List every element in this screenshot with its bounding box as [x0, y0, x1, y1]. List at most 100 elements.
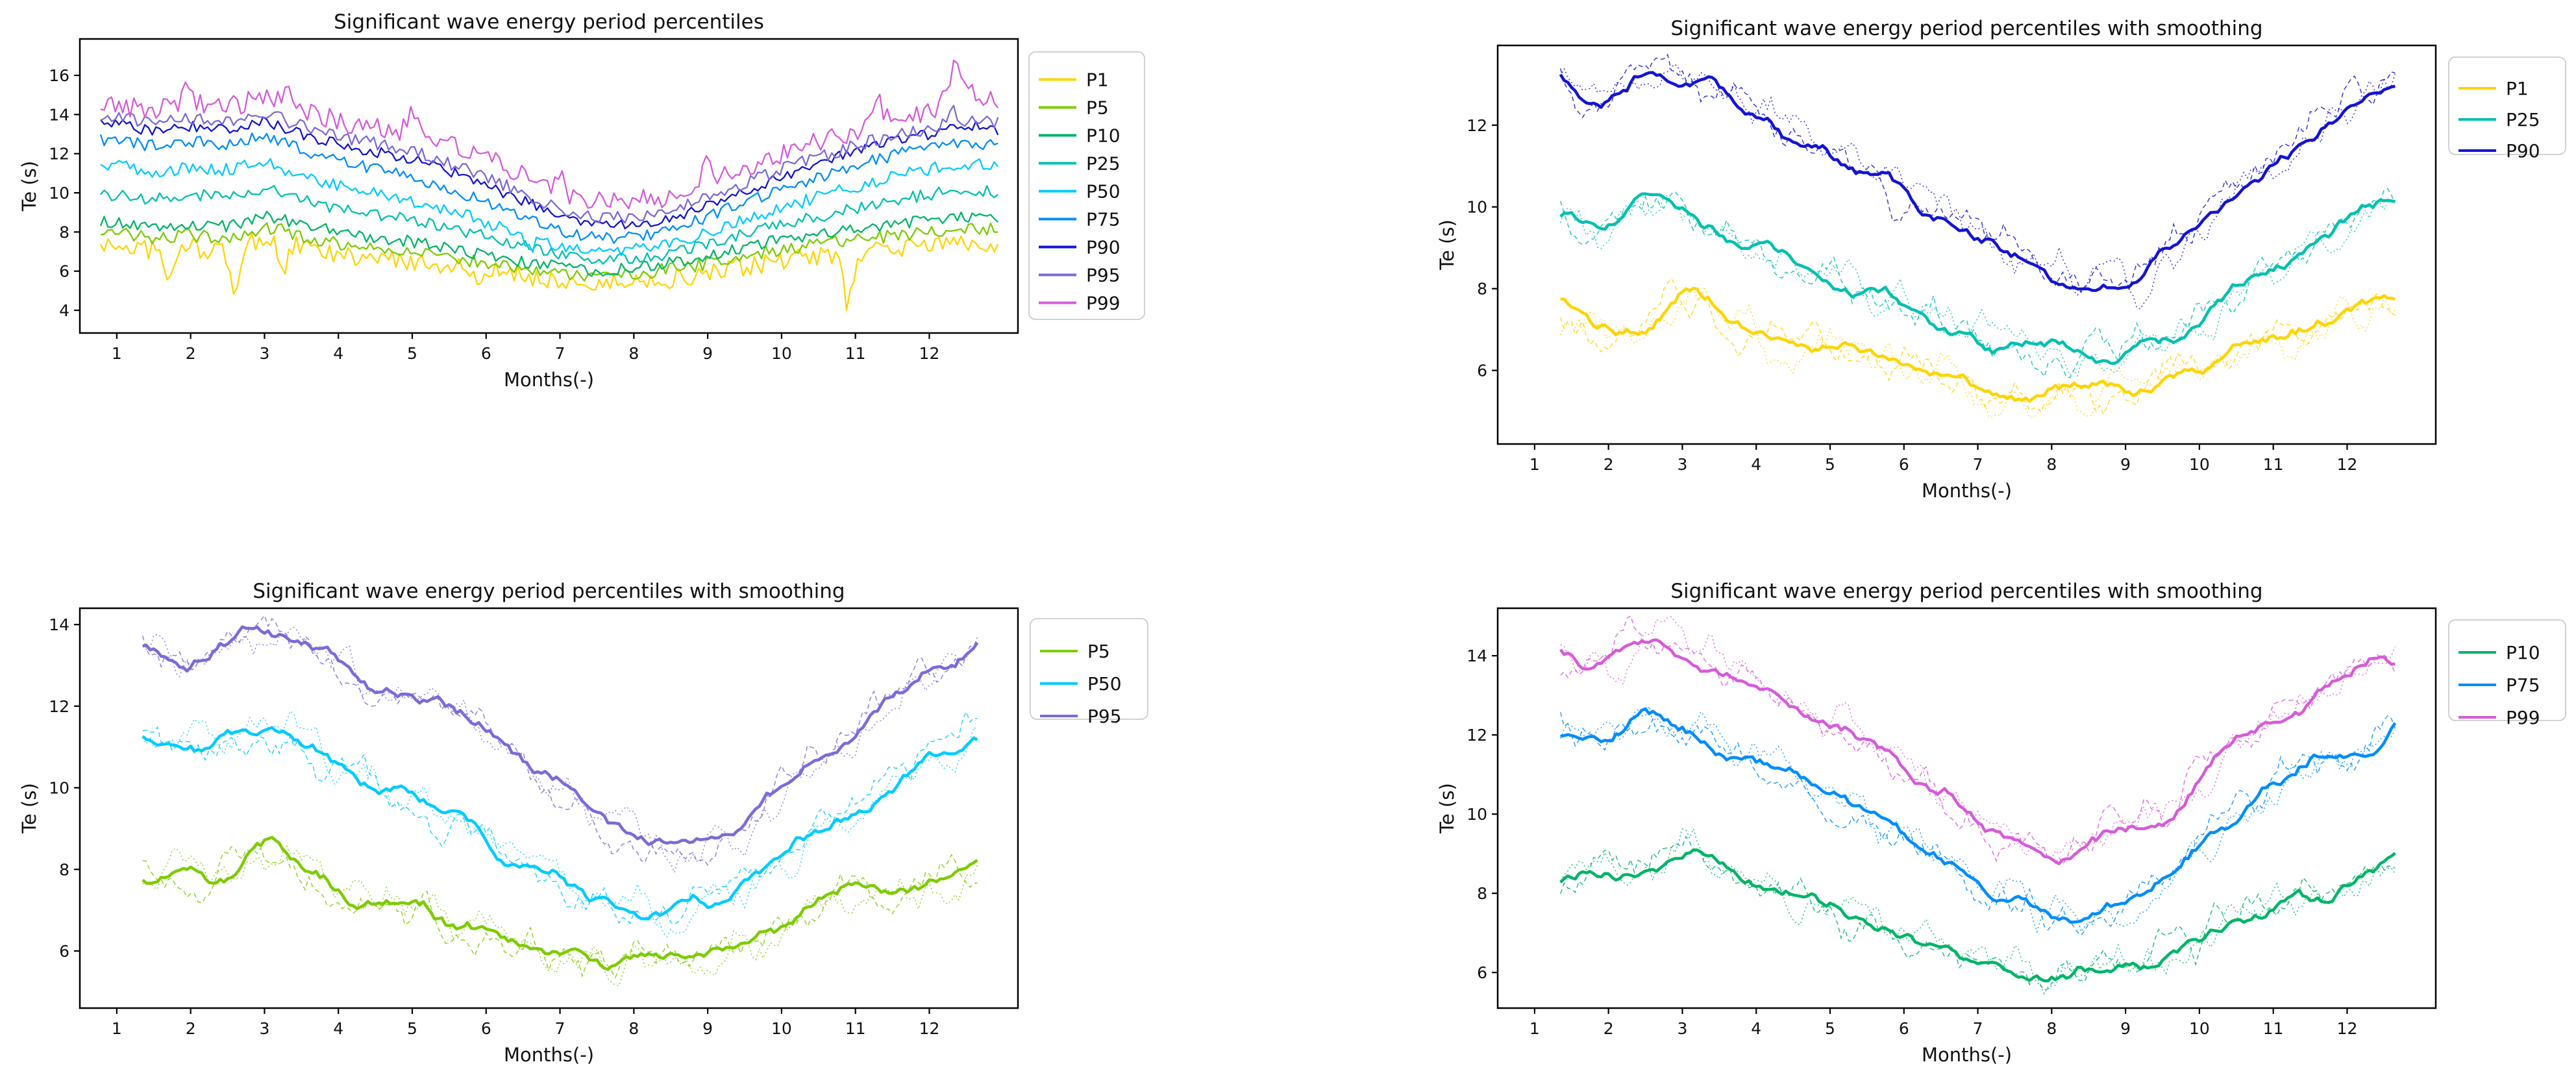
x-tick-label: 1 [112, 1019, 122, 1038]
y-tick-label: 16 [49, 66, 69, 85]
y-tick-label: 6 [59, 262, 69, 281]
series-line-P90 [100, 116, 999, 230]
series-companion-dashed-P25 [1559, 188, 2396, 378]
x-tick-label: 2 [1604, 455, 1614, 474]
plot-border [79, 38, 1019, 334]
legend-label: P75 [2506, 674, 2540, 696]
series-line-P75 [1560, 707, 2397, 924]
series-line-P10 [99, 210, 999, 277]
x-tick-label: 3 [259, 344, 269, 363]
series-companion-dotted-P75 [1560, 704, 2396, 934]
series-companion-dashed-P50 [142, 710, 978, 925]
chart-panel-bottom-left: Significant wave energy period percentil… [18, 580, 1148, 1066]
legend-label: P90 [2506, 140, 2540, 162]
x-tick-label: 8 [628, 344, 639, 363]
x-tick-label: 3 [1677, 1019, 1687, 1038]
chart-title: Significant wave energy period percentil… [253, 580, 845, 603]
x-tick-label: 10 [2189, 1019, 2210, 1038]
chart-panel-bottom-right: Significant wave energy period percentil… [1436, 580, 2566, 1066]
legend-item-P90: P90 [2458, 140, 2540, 162]
x-tick-label: 6 [1899, 455, 1909, 474]
x-tick-label: 4 [333, 344, 343, 363]
y-tick-label: 10 [1467, 805, 1487, 824]
legend-label: P95 [1087, 706, 1122, 727]
series-companion-dotted-P50 [142, 710, 978, 938]
series-companion-dashed-P75 [1559, 712, 2396, 936]
x-tick-label: 9 [2120, 455, 2131, 474]
series-line-P90 [1559, 71, 2396, 292]
series-line-P99 [1559, 638, 2396, 865]
series-companion-dashed-P99 [1560, 615, 2396, 865]
legend-item-P10: P10 [1039, 125, 1121, 147]
legend-item-P95: P95 [1040, 706, 1122, 727]
x-tick-label: 4 [333, 1019, 343, 1038]
y-tick-label: 8 [1477, 280, 1487, 299]
legend-label: P1 [1086, 69, 1109, 91]
y-tick-label: 12 [1467, 116, 1487, 135]
x-tick-label: 9 [702, 1019, 713, 1038]
series-layer [1559, 615, 2397, 995]
x-tick-label: 10 [771, 344, 792, 363]
legend-label: P25 [2506, 109, 2540, 130]
x-tick-label: 7 [1973, 455, 1983, 474]
legend-item-P1: P1 [2458, 78, 2529, 99]
series-companion-dashed-P95 [142, 614, 978, 866]
legend-box [2448, 56, 2566, 155]
series-line-P1 [1560, 286, 2396, 403]
legend-label: P10 [2506, 642, 2540, 663]
y-tick-label: 12 [1467, 726, 1487, 745]
series-line-P5 [100, 222, 998, 282]
series-line-P95 [142, 625, 979, 846]
x-tick-label: 1 [1530, 455, 1540, 474]
x-axis-label: Months(-) [1922, 480, 2012, 502]
y-axis-label: Te (s) [1436, 783, 1458, 834]
y-tick-label: 8 [59, 860, 69, 879]
legend-item-P25: P25 [2458, 109, 2540, 130]
y-tick-label: 14 [49, 105, 69, 124]
x-tick-label: 9 [2120, 1019, 2131, 1038]
legend-item-P95: P95 [1039, 265, 1121, 286]
series-line-P10 [1559, 848, 2396, 983]
legend-box [1030, 618, 1148, 720]
x-tick-label: 12 [919, 1019, 940, 1038]
y-tick-label: 8 [59, 223, 69, 241]
x-tick-label: 3 [259, 1019, 269, 1038]
legend-item-P5: P5 [1039, 97, 1109, 119]
y-tick-label: 14 [1467, 647, 1487, 665]
series-companion-dotted-P95 [142, 626, 978, 874]
legend: P10 P75 P99 [2448, 619, 2566, 728]
series-line-P25 [1559, 192, 2396, 365]
x-axis-label: Months(-) [504, 369, 594, 391]
x-tick-label: 12 [919, 344, 940, 363]
y-tick-label: 6 [59, 942, 69, 961]
y-axis-label: Te (s) [18, 783, 40, 834]
legend-label: P90 [1086, 237, 1121, 258]
legend-label: P50 [1086, 181, 1121, 203]
y-tick-label: 4 [59, 301, 69, 320]
legend-item-P5: P5 [1040, 641, 1110, 662]
plot-border [79, 607, 1019, 1009]
x-tick-label: 11 [845, 1019, 866, 1038]
legend-item-P25: P25 [1039, 153, 1121, 175]
series-companion-dotted-P1 [1559, 285, 2396, 418]
series-line-P5 [142, 835, 978, 971]
series-companion-dotted-P5 [142, 845, 978, 987]
series-layer [99, 59, 999, 311]
x-tick-label: 10 [2189, 455, 2210, 474]
legend-label: P75 [1086, 209, 1121, 230]
series-line-P50 [100, 158, 999, 256]
legend-box [2448, 619, 2566, 721]
x-tick-label: 8 [2046, 455, 2057, 474]
legend: P1 P25 P90 [2448, 56, 2566, 162]
x-tick-label: 4 [1751, 455, 1761, 474]
x-tick-label: 7 [555, 344, 565, 363]
legend-label: P5 [1086, 97, 1109, 119]
legend-label: P5 [1087, 641, 1110, 662]
x-tick-label: 7 [1973, 1019, 1983, 1038]
x-tick-label: 5 [1825, 455, 1835, 474]
series-line-P1 [99, 232, 999, 311]
series-companion-dotted-P25 [1559, 193, 2396, 377]
x-tick-label: 11 [845, 344, 866, 363]
series-companion-dashed-P1 [1559, 277, 2396, 415]
series-companion-dotted-P99 [1560, 616, 2396, 859]
